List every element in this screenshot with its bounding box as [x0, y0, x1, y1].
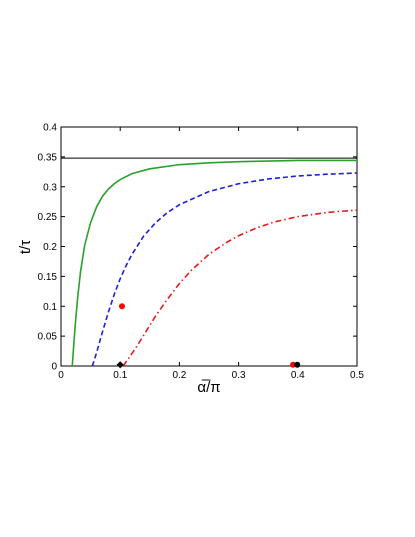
x-tick-label: 0.1: [113, 370, 127, 381]
y-tick-label: 0.35: [38, 152, 58, 163]
y-tick-label: 0.1: [43, 302, 57, 313]
y-axis-label: t/τ: [17, 240, 34, 254]
plot-area: [60, 126, 358, 367]
y-tick-label: 0.2: [43, 242, 57, 253]
y-tick-label: 0.4: [43, 123, 57, 134]
marker-diamond-2: [116, 361, 124, 369]
marker-circle-3: [290, 361, 297, 368]
series-line-2-dashed: [91, 172, 357, 366]
x-axis-label: α̅/π: [197, 379, 220, 396]
series-line-3-dashdot: [122, 209, 357, 366]
y-tick-label: 0.15: [38, 272, 58, 283]
y-tick-label: 0.3: [43, 182, 57, 193]
y-tick-label: 0.05: [38, 332, 58, 343]
x-tick-label: 0.2: [172, 370, 186, 381]
x-tick-label: 0.4: [291, 370, 305, 381]
marker-circle-1: [118, 303, 125, 310]
y-tick-label: 0.25: [38, 212, 58, 223]
marker-circle-4: [294, 361, 301, 368]
y-tick-label: 0: [51, 362, 57, 373]
x-tick-label: 0: [58, 370, 64, 381]
series-line-1-solid: [71, 159, 357, 366]
x-tick-label: 0.3: [232, 370, 246, 381]
x-tick-label: 0.5: [350, 370, 364, 381]
